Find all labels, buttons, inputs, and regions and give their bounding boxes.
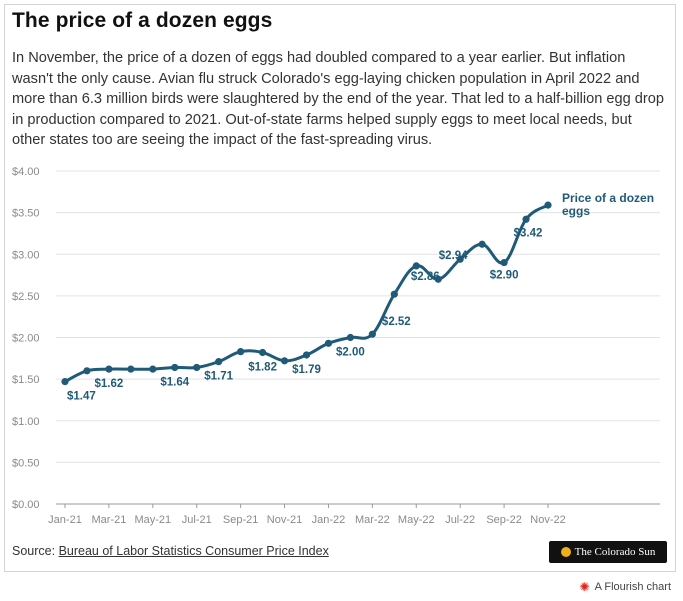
sun-icon (560, 547, 571, 557)
x-tick-label: Jul-21 (182, 514, 212, 526)
data-label: $1.79 (292, 364, 321, 376)
data-point[interactable] (193, 363, 201, 372)
data-point[interactable] (61, 378, 69, 386)
data-label: $2.00 (336, 347, 365, 359)
y-tick-label: $1.50 (12, 374, 40, 386)
x-tick-label: Nov-22 (530, 514, 565, 526)
data-point[interactable] (237, 348, 245, 356)
y-tick-label: $2.50 (12, 291, 40, 303)
data-point[interactable] (83, 367, 91, 375)
x-tick-label: May-22 (398, 514, 435, 526)
y-tick-label: $4.00 (12, 166, 40, 178)
grid-lines (56, 170, 660, 505)
x-tick-label: Nov-21 (267, 514, 302, 526)
data-points (61, 201, 552, 386)
x-tick-label: May-21 (134, 514, 171, 526)
series-label-line: Price of a dozen (562, 191, 654, 205)
data-point[interactable] (149, 365, 157, 373)
source-note: Source: Bureau of Labor Statistics Consu… (12, 544, 329, 558)
data-labels: $1.47$1.62 $1.64 $1.71 $1.82 $1.79 $2.00 $2.52… (67, 227, 542, 402)
flourish-burst-icon: ✺ (579, 580, 590, 594)
logo-text: The Colorado Sun (574, 546, 656, 558)
y-axis-ticks: $0.00 $0.50 $1.00 $1.50 $2.00 $2.50 $3.00 $3.50… (12, 166, 40, 511)
x-axis-ticks: Jan-21 Mar-21 May-21 Jul-21 Sep-21 Nov-21 Jan-… (48, 504, 566, 526)
data-point[interactable] (544, 201, 552, 209)
data-point[interactable] (280, 357, 289, 365)
data-point[interactable] (478, 240, 486, 248)
x-tick-label: Mar-21 (91, 514, 126, 526)
data-point[interactable] (171, 363, 179, 372)
data-point[interactable] (500, 258, 508, 267)
chart-description: In November, the price of a dozen of egg… (12, 50, 664, 149)
data-label: $1.62 (95, 378, 124, 390)
y-tick-label: $0.50 (12, 457, 40, 469)
data-point[interactable] (434, 275, 442, 283)
x-tick-label: Jan-21 (48, 514, 82, 526)
data-point[interactable] (390, 290, 398, 298)
series-label-line: eggs (562, 204, 590, 218)
data-label: $1.64 (160, 376, 189, 388)
source-prefix: Source: (12, 544, 59, 558)
y-tick-label: $3.00 (12, 249, 40, 261)
x-tick-label: Jul-22 (445, 514, 475, 526)
data-label: $1.82 (248, 361, 277, 373)
data-point[interactable] (456, 255, 464, 263)
data-label: $3.42 (514, 227, 543, 239)
data-point[interactable] (346, 333, 355, 342)
data-label: $2.90 (490, 270, 519, 282)
data-point[interactable] (258, 348, 267, 357)
data-point[interactable] (105, 365, 113, 373)
y-tick-label: $0.00 (12, 499, 40, 511)
colorado-sun-logo[interactable]: The Colorado Sun (549, 541, 667, 563)
data-point[interactable] (368, 330, 376, 338)
y-tick-label: $2.00 (12, 333, 40, 345)
series-label: Price of a dozen eggs (562, 191, 654, 218)
data-point[interactable] (324, 339, 333, 347)
data-label: $1.47 (67, 391, 96, 403)
data-point[interactable] (127, 365, 135, 373)
y-tick-label: $1.00 (12, 416, 40, 428)
data-point[interactable] (215, 358, 223, 366)
data-label: $2.52 (382, 316, 411, 328)
source-link[interactable]: Bureau of Labor Statistics Consumer Pric… (58, 544, 329, 558)
data-point[interactable] (522, 215, 530, 223)
x-tick-label: Sep-22 (486, 514, 521, 526)
data-point[interactable] (302, 351, 311, 359)
data-point[interactable] (412, 262, 420, 270)
data-label: $2.94 (439, 250, 468, 262)
chart-title: The price of a dozen eggs (12, 9, 273, 32)
x-tick-label: Mar-22 (355, 514, 390, 526)
data-label: $1.71 (204, 371, 233, 383)
flourish-credit[interactable]: ✺ A Flourish chart (580, 581, 671, 593)
data-label: $2.86 (411, 271, 440, 283)
x-tick-label: Jan-22 (312, 514, 346, 526)
x-tick-label: Sep-21 (223, 514, 258, 526)
y-tick-label: $3.50 (12, 208, 40, 220)
chart-card (4, 4, 676, 572)
flourish-text: A Flourish chart (594, 581, 671, 593)
